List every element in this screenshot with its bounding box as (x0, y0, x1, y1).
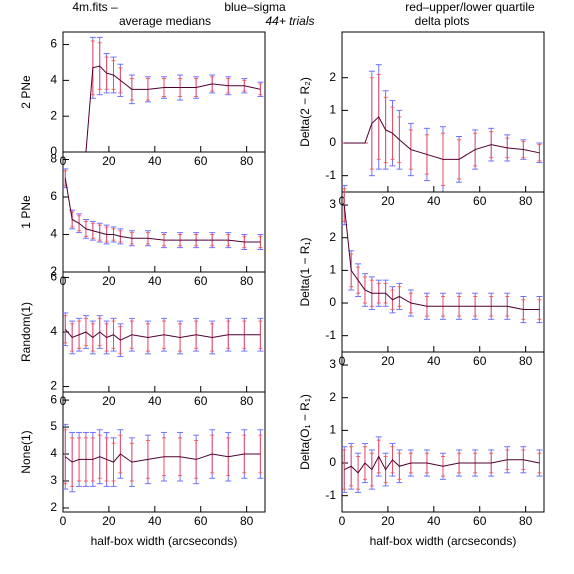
y-tick-label: 2 (50, 264, 57, 278)
x-tick-label: 80 (519, 194, 533, 208)
x-tick-label: 60 (473, 354, 487, 368)
sigma-legend: blue–sigma (224, 0, 286, 14)
x-tick-label: 80 (240, 394, 254, 408)
x-tick-label: 40 (148, 154, 162, 168)
plot-frame (341, 191, 545, 353)
x-tick-label: 0 (339, 514, 346, 528)
data-line (64, 328, 261, 341)
x-tick-label: 60 (473, 194, 487, 208)
x-tick-label: 80 (519, 514, 533, 528)
x-tick-label: 60 (194, 514, 208, 528)
y-tick-label: 1 (329, 103, 336, 117)
x-tick-label: 60 (194, 394, 208, 408)
y-tick-label: 2 (329, 390, 336, 404)
left-title: average medians (119, 14, 211, 28)
x-tick-label: 40 (148, 394, 162, 408)
x-tick-label: 20 (102, 154, 116, 168)
x-axis-label: half-box width (arcseconds) (91, 534, 238, 548)
x-tick-label: 0 (60, 514, 67, 528)
data-line (343, 205, 540, 311)
x-tick-label: 80 (519, 354, 533, 368)
x-tick-label: 40 (427, 514, 441, 528)
x-tick-label: 40 (427, 194, 441, 208)
x-tick-label: 60 (473, 514, 487, 528)
y-axis-label: Delta(O₁ − R₁) (298, 394, 312, 470)
y-tick-label: 4 (50, 73, 57, 87)
right-title: delta plots (415, 14, 470, 28)
y-tick-label: 0 (329, 295, 336, 309)
x-tick-label: 20 (102, 394, 116, 408)
x-tick-label: 20 (381, 194, 395, 208)
y-tick-label: -1 (325, 328, 336, 342)
x-tick-label: 40 (427, 354, 441, 368)
x-axis-label: half-box width (arcseconds) (370, 534, 517, 548)
y-tick-label: 5 (50, 419, 57, 433)
y-tick-label: -1 (325, 168, 336, 182)
y-tick-label: 4 (50, 446, 57, 460)
x-tick-label: 60 (194, 154, 208, 168)
x-tick-label: 80 (240, 274, 254, 288)
plot-frame (341, 351, 545, 513)
y-tick-label: 6 (50, 270, 57, 284)
x-tick-label: 40 (148, 274, 162, 288)
y-tick-label: 3 (329, 357, 336, 371)
y-axis-label: Delta(1 − R₁) (298, 237, 312, 306)
y-tick-label: 2 (50, 500, 57, 514)
data-line (64, 453, 261, 463)
x-tick-label: 60 (194, 274, 208, 288)
data-line (64, 178, 261, 243)
y-tick-label: -1 (325, 488, 336, 502)
error-bar (63, 315, 68, 344)
y-tick-label: 2 (50, 108, 57, 122)
y-tick-label: 3 (329, 197, 336, 211)
y-tick-label: 6 (50, 189, 57, 203)
y-tick-label: 1 (329, 263, 336, 277)
y-tick-label: 2 (50, 379, 57, 393)
y-tick-label: 8 (50, 152, 57, 166)
x-tick-label: 20 (381, 354, 395, 368)
file-name: 4m.fits – (72, 0, 118, 14)
y-tick-label: 4 (50, 227, 57, 241)
y-tick-label: 6 (50, 392, 57, 406)
x-tick-label: 20 (102, 274, 116, 288)
y-tick-label: 6 (50, 37, 57, 51)
y-tick-label: 0 (329, 455, 336, 469)
y-axis-label: 2 PNe (19, 75, 33, 109)
plot-frame (62, 391, 266, 513)
x-tick-label: 20 (381, 514, 395, 528)
y-axis-label: Random(1) (19, 302, 33, 362)
y-axis-label: None(1) (19, 430, 33, 473)
plot-frame (62, 151, 266, 273)
y-tick-label: 4 (50, 324, 57, 338)
y-tick-label: 1 (329, 423, 336, 437)
y-tick-label: 2 (329, 230, 336, 244)
quartile-legend: red–upper/lower quartile (405, 0, 535, 14)
data-line (344, 455, 540, 474)
y-axis-label: 1 PNe (19, 195, 33, 229)
x-tick-label: 80 (240, 514, 254, 528)
y-tick-label: 0 (329, 135, 336, 149)
y-tick-label: 3 (50, 473, 57, 487)
y-tick-label: 0 (50, 144, 57, 158)
x-tick-label: 20 (102, 514, 116, 528)
data-line (344, 116, 540, 160)
y-axis-label: Delta(2 − R₂) (298, 77, 312, 147)
y-tick-label: 2 (329, 70, 336, 84)
trials: 44+ trials (265, 14, 314, 28)
x-tick-label: 40 (148, 514, 162, 528)
x-tick-label: 80 (240, 154, 254, 168)
